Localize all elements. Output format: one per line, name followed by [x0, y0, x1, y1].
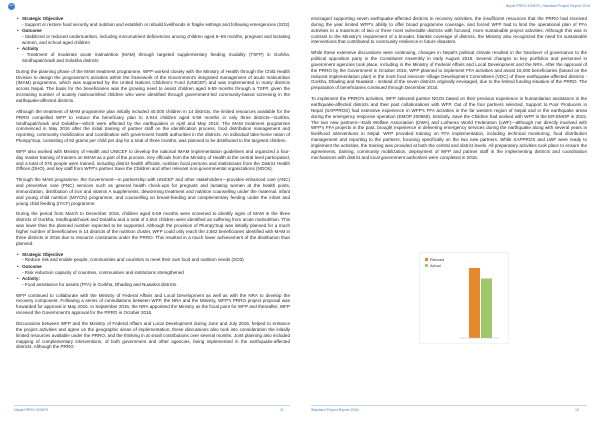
bullet-item: Strategic Objective- Support or restore … — [17, 16, 290, 28]
bullet-text: - Support or restore food security and n… — [22, 21, 290, 27]
right-column: envisaged supporting seven earthquake-af… — [311, 16, 587, 165]
bullet-item: Activity:- Food assistance for assets (F… — [17, 276, 290, 288]
paragraph: Although the treatment of MAM programme … — [16, 108, 290, 144]
page-number: 11 — [280, 408, 284, 412]
footer-line — [14, 405, 290, 406]
bullet-heading: Strategic Objective — [17, 16, 290, 22]
paragraph: WFP also worked with Ministry of Health … — [16, 148, 290, 172]
bullet-item: Strategic Objective- Reduce risk and ena… — [17, 252, 290, 264]
bullet-text: - Stabilized or reduced undernutrition, … — [22, 34, 290, 45]
legend-swatch — [425, 258, 428, 261]
right-page: Nepal PRRO 200875 | Standard Project Rep… — [301, 0, 600, 424]
bullet-heading: Activity: — [17, 276, 290, 282]
bullet-list: Strategic Objective- Support or restore … — [16, 16, 290, 64]
bullet-text: - Food assistance for assets (FFA) in Go… — [22, 281, 177, 287]
paragraph: Discussions between WFP and the Ministry… — [16, 320, 290, 350]
paragraph: Through the MAM programme, the Governmen… — [16, 177, 290, 206]
bullet-list: Strategic Objective- Reduce risk and ena… — [16, 252, 290, 288]
bar — [469, 268, 480, 338]
footer-left: Nepal PRRO 200875 — [14, 408, 48, 412]
bullet-text: - Risk reduction capacity of countries, … — [22, 269, 184, 275]
left-column: Strategic Objective- Support or restore … — [16, 16, 290, 355]
bullet-heading: Strategic Objective — [17, 252, 290, 258]
logo: WFP — [8, 3, 15, 10]
paragraph: While these extensive discussions were c… — [311, 50, 587, 91]
footer-line — [311, 405, 587, 406]
paragraph: To implement the PRRO's activities, WFP … — [311, 96, 587, 160]
paragraph: envisaged supporting seven earthquake-af… — [311, 16, 587, 45]
bullet-heading: Activity — [17, 46, 290, 52]
legend-label: Planned — [430, 258, 444, 262]
footer-left: Standard Project Report 2016 — [311, 408, 359, 412]
bullet-heading: Outcome — [17, 28, 290, 34]
header-text: Nepal PRRO 200875 | Standard Project Rep… — [505, 4, 590, 8]
paragraph: During the planning phase of the MAM tre… — [16, 68, 290, 103]
paragraph: WFP continued to collaborate with the Mi… — [16, 292, 290, 316]
left-page: WFP Strategic Objective- Support or rest… — [0, 0, 299, 424]
bullet-heading: Outcome — [17, 264, 290, 270]
bullet-text: - Treatment of moderate acute malnutriti… — [22, 52, 290, 63]
legend-swatch — [425, 264, 428, 267]
bar — [481, 278, 492, 338]
chart: Planned Actual — [419, 252, 509, 344]
bullet-text: - Reduce risk and enable people, communi… — [22, 257, 244, 263]
bullet-item: Outcome- Risk reduction capacity of coun… — [17, 264, 290, 276]
paragraph: During the period from March to December… — [16, 211, 290, 246]
bullet-item: Activity- Treatment of moderate acute ma… — [17, 46, 290, 64]
legend-label: Actual — [430, 264, 441, 268]
page-number: 12 — [575, 408, 579, 412]
chart-frame — [419, 252, 509, 344]
bullet-item: Outcome- Stabilized or reduced undernutr… — [17, 28, 290, 46]
